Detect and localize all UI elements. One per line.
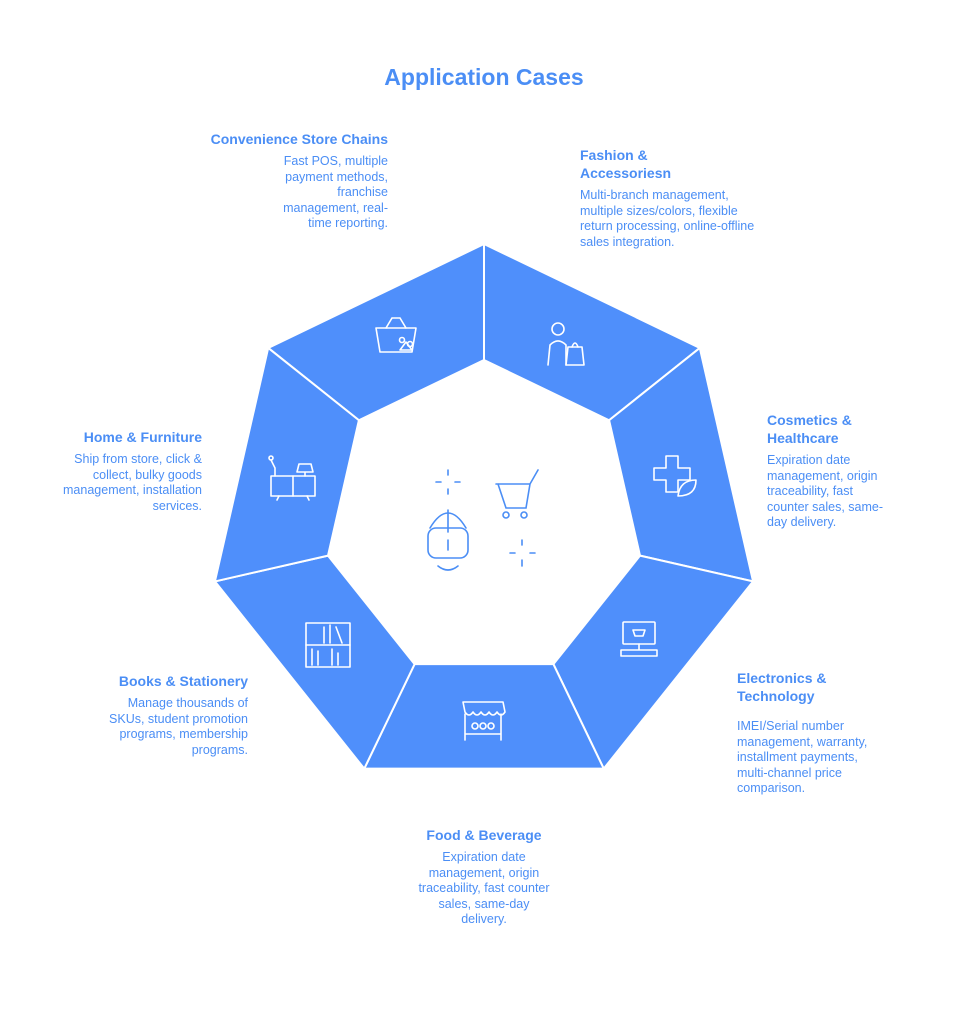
- shopping-basket-icon: [375, 317, 417, 353]
- bookshelf-icon: [305, 622, 351, 668]
- person-shopping-bag-icon: [547, 322, 585, 366]
- segment-title: Fashion & Accessoriesn: [580, 147, 672, 181]
- segment-title: Home & Furniture: [83, 429, 202, 445]
- segment-description: Manage thousands of SKUs, student promot…: [109, 696, 248, 757]
- segment-home-furniture: Home & Furniture Ship from store, click …: [60, 428, 202, 514]
- segment-convenience-store: Convenience Store Chains Fast POS, multi…: [198, 130, 388, 232]
- segment-food-beverage: Food & Beverage Expiration date manageme…: [414, 826, 554, 928]
- segment-title: Cosmetics & Healthcare: [767, 412, 852, 446]
- furniture-lamp-icon: [268, 455, 316, 501]
- segment-cosmetics: Cosmetics & Healthcare Expiration date m…: [767, 411, 897, 531]
- segment-description: Expiration date management, origin trace…: [767, 453, 884, 529]
- segment-title: Food & Beverage: [426, 827, 542, 843]
- segment-description: Expiration date management, origin trace…: [418, 850, 550, 926]
- segment-description: Fast POS, multiple payment methods, fran…: [283, 154, 388, 230]
- computer-cart-icon: [620, 621, 658, 657]
- diagram-title: Application Cases: [384, 64, 584, 90]
- segment-title: Convenience Store Chains: [210, 131, 388, 147]
- segment-electronics: Electronics & Technology IMEI/Serial num…: [737, 669, 887, 797]
- segment-title: Books & Stationery: [118, 673, 248, 689]
- segment-books: Books & Stationery Manage thousands of S…: [98, 672, 248, 758]
- segment-description: IMEI/Serial number management, warranty,…: [737, 719, 868, 795]
- medical-cross-leaf-icon: [653, 455, 697, 497]
- segment-fashion: Fashion & Accessoriesn Multi-branch mana…: [580, 146, 765, 250]
- vr-headset-shopping-cart-icon: [427, 469, 539, 571]
- segment-title: Electronics & Technology: [737, 670, 827, 704]
- segment-wedge: [213, 346, 361, 583]
- segment-description: Ship from store, click & collect, bulky …: [63, 452, 202, 513]
- market-stall-icon: [462, 701, 506, 741]
- segment-description: Multi-branch management, multiple sizes/…: [580, 188, 755, 249]
